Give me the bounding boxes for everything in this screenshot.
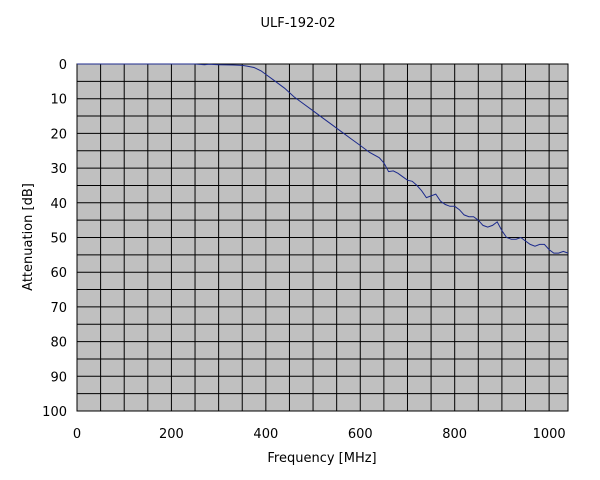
y-tick-label: 60	[50, 266, 67, 281]
x-axis-tick-labels: 0 200 400 600 800 1000	[73, 427, 566, 442]
y-tick-label: 90	[50, 370, 67, 385]
x-tick-label: 400	[253, 427, 278, 442]
y-tick-label: 20	[50, 127, 67, 142]
y-tick-label: 100	[42, 405, 67, 420]
attenuation-series-line	[77, 63, 569, 254]
chart-title: ULF-192-02	[261, 16, 336, 31]
y-tick-label: 80	[50, 336, 67, 351]
grid-lines-horizontal	[77, 80, 568, 395]
x-tick-label: 600	[348, 427, 373, 442]
y-tick-label: 50	[50, 232, 67, 247]
y-axis-tick-labels: 0 10 20 30 40 50 60 70 80 90 100	[42, 58, 67, 420]
x-tick-label: 0	[73, 427, 81, 442]
x-axis-label: Frequency [MHz]	[267, 451, 376, 466]
plot-frame	[76, 63, 569, 412]
y-axis-label: Attenuation [dB]	[21, 183, 36, 291]
y-tick-label: 40	[50, 197, 67, 212]
y-tick-label: 30	[50, 162, 67, 177]
y-tick-label: 70	[50, 301, 67, 316]
y-tick-label: 10	[50, 93, 67, 108]
x-tick-label: 200	[159, 427, 184, 442]
y-tick-label: 0	[59, 58, 67, 73]
x-tick-label: 800	[442, 427, 467, 442]
x-tick-label: 1000	[533, 427, 566, 442]
